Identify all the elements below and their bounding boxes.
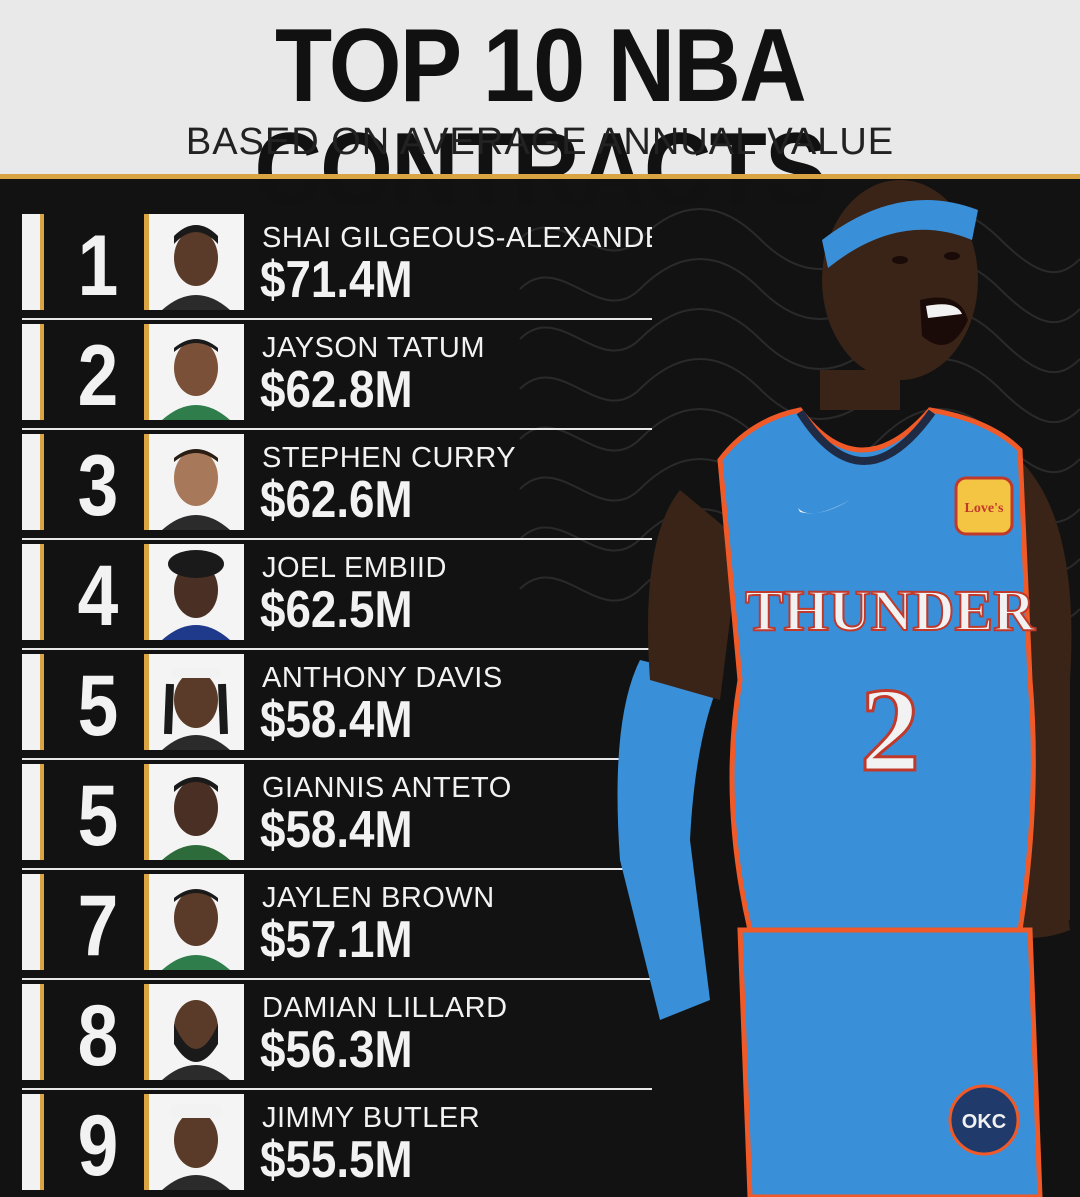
header-banner: TOP 10 NBA CONTRACTS BASED ON AVERAGE AN… [0, 0, 1080, 222]
rank-bar [22, 544, 40, 640]
rank-bar-accent [40, 654, 44, 750]
rank-number: 2 [77, 328, 119, 424]
rank-bar-accent [40, 214, 44, 310]
photo-accent [144, 214, 149, 310]
player-name: STEPHEN CURRY [262, 442, 517, 474]
player-headshot [144, 764, 244, 860]
row-divider [22, 428, 652, 430]
player-headshot [144, 544, 244, 640]
contract-value: $62.5M [260, 581, 413, 639]
player-headshot [144, 434, 244, 530]
rank-bar [22, 214, 40, 310]
rank-bar-accent [40, 1094, 44, 1190]
contract-value: $58.4M [260, 691, 413, 749]
photo-accent [144, 324, 149, 420]
player-headshot [144, 324, 244, 420]
rank-number: 5 [77, 768, 119, 864]
contract-value: $57.1M [260, 911, 413, 969]
contract-row: 4 JOEL EMBIID $62.5M [0, 544, 660, 652]
brand-logo-icon [798, 500, 850, 514]
header-divider [0, 174, 1080, 179]
rank-bar-accent [40, 984, 44, 1080]
photo-accent [144, 544, 149, 640]
row-divider [22, 538, 652, 540]
photo-accent [144, 984, 149, 1080]
contract-row: 2 JAYSON TATUM $62.8M [0, 324, 660, 432]
rank-bar [22, 654, 40, 750]
contract-value: $58.4M [260, 801, 413, 859]
row-divider [22, 758, 652, 760]
player-name: SHAI GILGEOUS-ALEXANDER [262, 222, 652, 254]
featured-player-image: THUNDER 2 Love's OKC [617, 180, 1072, 1197]
player-name: JIMMY BUTLER [262, 1102, 481, 1134]
contract-value: $55.5M [260, 1131, 413, 1189]
rank-bar [22, 984, 40, 1080]
contract-value: $62.8M [260, 361, 413, 419]
jersey-text: THUNDER [745, 578, 1036, 643]
player-name: JAYLEN BROWN [262, 882, 495, 914]
page-subtitle: BASED ON AVERAGE ANNUAL VALUE [185, 121, 895, 163]
row-divider [22, 978, 652, 980]
rank-bar [22, 874, 40, 970]
contract-row: 5 ANTHONY DAVIS $58.4M [0, 654, 660, 762]
rank-number: 3 [77, 438, 119, 534]
rank-bar [22, 1094, 40, 1190]
row-divider [22, 1088, 652, 1090]
team-logo-text: OKC [962, 1111, 1006, 1133]
contract-row: 7 JAYLEN BROWN $57.1M [0, 874, 660, 982]
rank-number: 7 [77, 878, 119, 974]
rank-number: 4 [77, 548, 119, 644]
rank-number: 8 [77, 988, 119, 1084]
photo-accent [144, 874, 149, 970]
contract-row: 3 STEPHEN CURRY $62.6M [0, 434, 660, 542]
contract-row: 1 SHAI GILGEOUS-ALEXANDER $71.4M [0, 214, 660, 322]
team-logo-icon [948, 1084, 1020, 1156]
page-title: TOP 10 NBA CONTRACTS [254, 8, 827, 228]
contract-row: 9 JIMMY BUTLER $55.5M [0, 1094, 660, 1197]
jersey-number: 2 [860, 663, 920, 796]
sponsor-text: Love's [965, 501, 1004, 516]
rank-bar-accent [40, 764, 44, 860]
photo-accent [144, 654, 149, 750]
player-headshot [144, 1094, 244, 1190]
player-name: GIANNIS ANTETO [262, 772, 512, 804]
player-headshot [144, 654, 244, 750]
player-name: DAMIAN LILLARD [262, 992, 508, 1024]
sponsor-badge [954, 476, 1014, 536]
player-name: ANTHONY DAVIS [262, 662, 503, 694]
rank-bar [22, 434, 40, 530]
rank-bar-accent [40, 874, 44, 970]
contract-value: $71.4M [260, 251, 413, 309]
contract-value: $56.3M [260, 1021, 413, 1079]
rank-number: 1 [77, 218, 119, 314]
rank-bar [22, 764, 40, 860]
player-headshot [144, 214, 244, 310]
rank-bar-accent [40, 324, 44, 420]
row-divider [22, 868, 652, 870]
contract-row: 5 GIANNIS ANTETO $58.4M [0, 764, 660, 872]
photo-accent [144, 764, 149, 860]
rank-number: 5 [77, 658, 119, 754]
player-name: JOEL EMBIID [262, 552, 447, 584]
player-headshot [144, 984, 244, 1080]
contract-row: 8 DAMIAN LILLARD $56.3M [0, 984, 660, 1092]
rank-bar [22, 324, 40, 420]
player-headshot [144, 874, 244, 970]
row-divider [22, 318, 652, 320]
photo-accent [144, 434, 149, 530]
rank-bar-accent [40, 434, 44, 530]
row-divider [22, 648, 652, 650]
player-name: JAYSON TATUM [262, 332, 485, 364]
photo-accent [144, 1094, 149, 1190]
rank-number: 9 [77, 1098, 119, 1194]
rank-bar-accent [40, 544, 44, 640]
contract-value: $62.6M [260, 471, 413, 529]
